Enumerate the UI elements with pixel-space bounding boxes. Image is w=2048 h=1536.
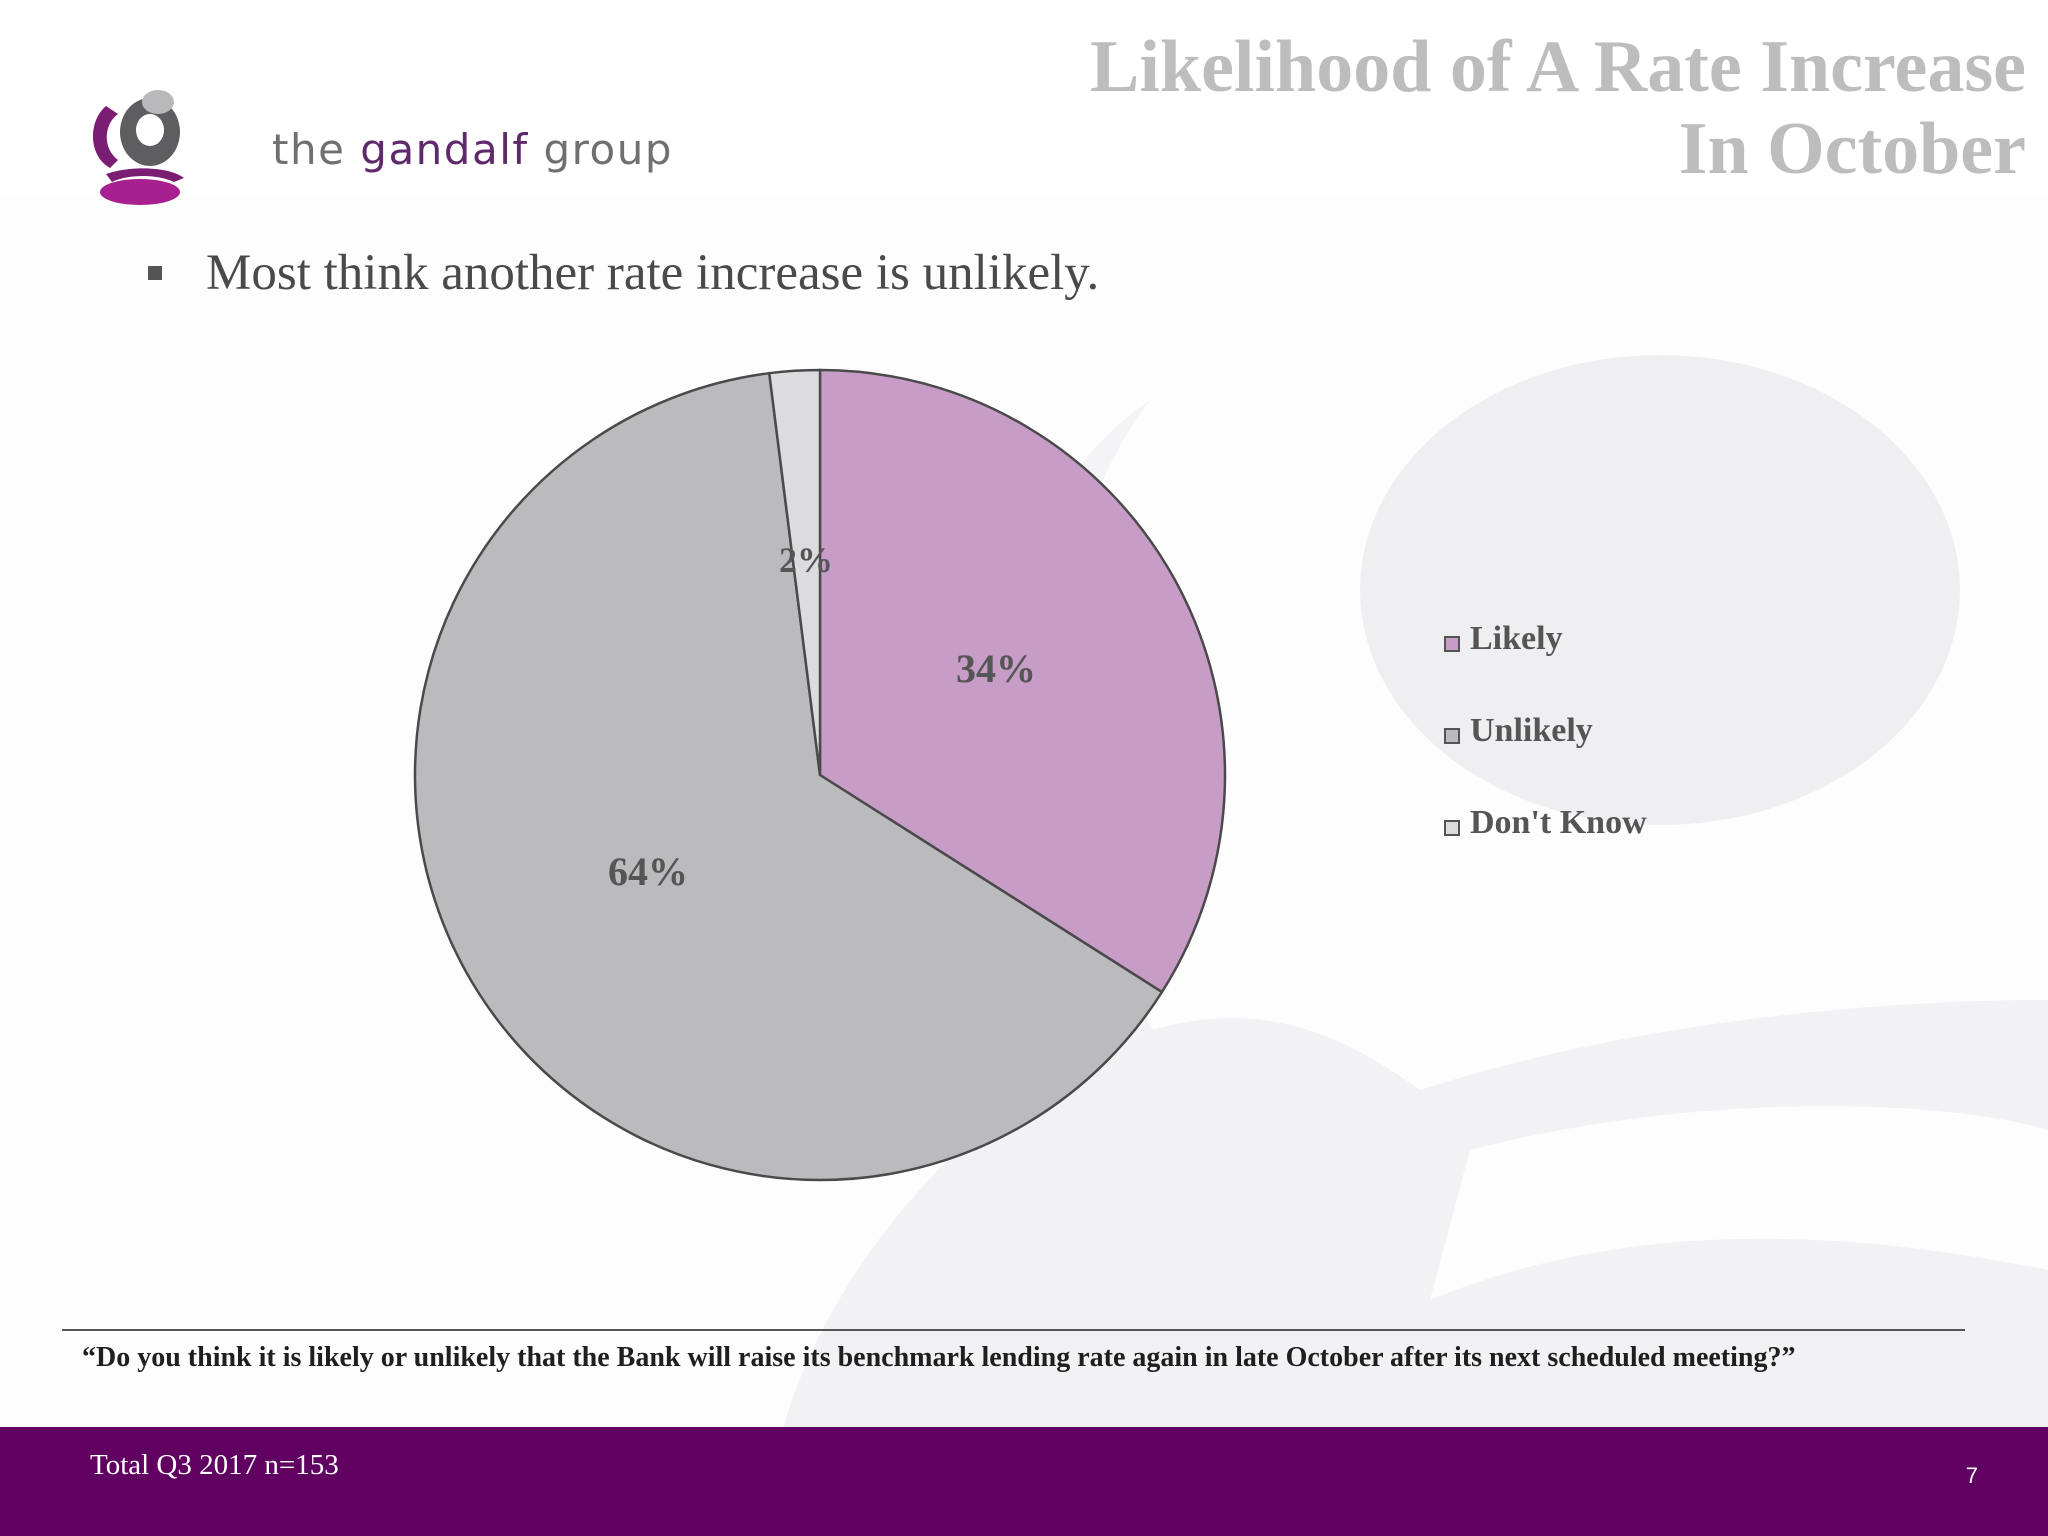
footer-bar: Total Q3 2017 n=153 7	[0, 1427, 2048, 1536]
legend-swatch-unlikely	[1444, 728, 1460, 744]
legend-label-likely: Likely	[1470, 620, 1563, 657]
slide-title-line-1: Likelihood of A Rate Increase	[1090, 26, 2026, 108]
legend-swatch-don-t-know	[1444, 820, 1460, 836]
header-band	[0, 0, 2048, 195]
data-label-likely: 34%	[956, 646, 1036, 691]
survey-question: “Do you think it is likely or unlikely t…	[82, 1342, 1796, 1373]
pie-slice-don-t-know	[767, 368, 822, 776]
page-number: 7	[1965, 1463, 1978, 1488]
bullet-text: Most think another rate increase is unli…	[206, 245, 1100, 301]
data-label-don-t-know: 2%	[779, 540, 833, 580]
gandalf-logo-icon	[92, 90, 184, 205]
pie-slice-unlikely	[413, 371, 1164, 1182]
slide-title: Likelihood of A Rate Increase In October	[866, 26, 2026, 190]
divider-rule	[62, 1329, 1965, 1331]
legend-swatch-likely	[1444, 636, 1460, 652]
pie-slice-likely	[818, 368, 1227, 994]
bullet-marker	[148, 266, 162, 280]
logo-wordmark: the gandalf group	[272, 125, 673, 174]
sample-note: Total Q3 2017 n=153	[90, 1449, 339, 1481]
legend-label-don-t-know: Don't Know	[1470, 804, 1647, 841]
data-label-unlikely: 64%	[608, 849, 688, 894]
slide-title-line-2: In October	[1678, 108, 2026, 190]
legend-label-unlikely: Unlikely	[1470, 712, 1593, 749]
